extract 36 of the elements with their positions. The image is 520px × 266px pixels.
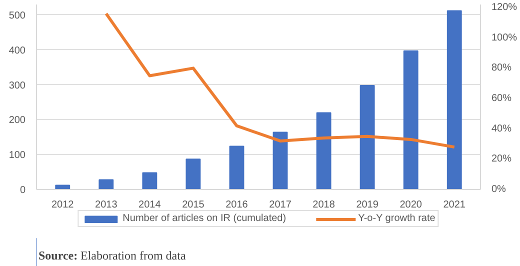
bar [186,158,201,190]
x-tick-label: 2015 [182,200,205,210]
legend-label: Number of articles on IR (cumulated) [122,213,286,224]
x-tick-label: 2012 [51,200,74,210]
y-tick-label: 100 [8,150,26,162]
y2-tick-label: 100% [492,32,518,44]
x-tick-label: 2021 [443,200,466,210]
y2-tick-label: 120% [492,2,518,14]
y2-tick-label: 80% [492,62,512,74]
y2-tick-label: 20% [492,154,512,165]
y2-tick-label: 40% [492,123,512,134]
y-tick-label: 400 [8,45,26,56]
y-tick-label: 200 [8,115,26,126]
x-tick-label: 2019 [356,200,379,210]
bar [142,172,158,190]
line-series [104,12,456,149]
bar [403,50,418,190]
y2-tick-label: 0% [492,184,506,195]
source-note: Source: Elaboration from data [38,248,186,262]
y-tick-label: 500 [8,10,26,22]
y-tick-label: 300 [8,80,26,92]
x-tick-label: 2013 [95,200,118,210]
x-tick-label: 2018 [312,200,336,210]
bar [229,146,244,190]
bar [360,84,375,190]
x-tick-label: 2017 [269,200,292,210]
bar [316,112,332,190]
x-tick-label: 2020 [400,200,422,210]
x-tick-label: 2014 [138,200,162,210]
bar [446,10,462,190]
y-tick-label: 0 [20,185,26,196]
x-tick-label: 2016 [226,200,248,210]
bar [272,132,288,190]
legend-label: Y-o-Y growth rate [358,213,436,224]
y2-tick-label: 60% [492,93,512,104]
bar [98,179,114,190]
